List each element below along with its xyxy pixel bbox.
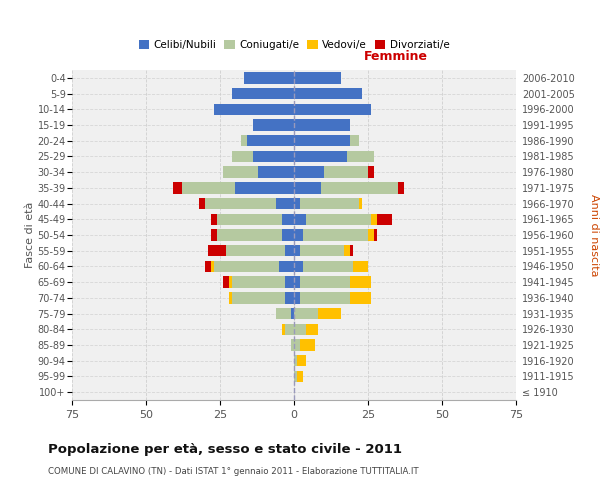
- Bar: [353, 261, 368, 272]
- Bar: [377, 214, 392, 225]
- Bar: [350, 245, 353, 256]
- Bar: [229, 292, 232, 304]
- Bar: [282, 324, 285, 335]
- Bar: [359, 198, 362, 209]
- Bar: [259, 166, 294, 178]
- Bar: [294, 371, 297, 382]
- Bar: [294, 166, 323, 178]
- Bar: [291, 308, 294, 319]
- Bar: [285, 324, 294, 335]
- Bar: [232, 292, 285, 304]
- Bar: [344, 245, 350, 256]
- Bar: [294, 308, 317, 319]
- Bar: [223, 166, 259, 178]
- Bar: [323, 166, 368, 178]
- Bar: [294, 292, 300, 304]
- Bar: [247, 135, 294, 146]
- Bar: [244, 72, 294, 84]
- Bar: [205, 198, 276, 209]
- Bar: [232, 151, 253, 162]
- Bar: [235, 182, 294, 194]
- Bar: [253, 151, 294, 162]
- Bar: [294, 104, 371, 115]
- Bar: [229, 276, 232, 288]
- Bar: [294, 245, 300, 256]
- Bar: [276, 308, 291, 319]
- Bar: [294, 198, 300, 209]
- Bar: [208, 245, 226, 256]
- Bar: [320, 182, 398, 194]
- Text: Popolazione per età, sesso e stato civile - 2011: Popolazione per età, sesso e stato civil…: [48, 442, 402, 456]
- Bar: [285, 245, 294, 256]
- Bar: [374, 230, 377, 240]
- Bar: [368, 166, 374, 178]
- Bar: [371, 214, 377, 225]
- Bar: [294, 230, 303, 240]
- Bar: [214, 261, 279, 272]
- Bar: [306, 324, 317, 335]
- Bar: [282, 230, 294, 240]
- Bar: [300, 276, 350, 288]
- Bar: [241, 135, 247, 146]
- Bar: [303, 230, 368, 240]
- Bar: [232, 276, 285, 288]
- Bar: [317, 308, 341, 319]
- Bar: [294, 324, 306, 335]
- Bar: [398, 182, 404, 194]
- Bar: [347, 151, 374, 162]
- Bar: [214, 104, 294, 115]
- Bar: [294, 72, 341, 84]
- Bar: [223, 276, 229, 288]
- Bar: [276, 198, 294, 209]
- Bar: [297, 371, 303, 382]
- Bar: [285, 292, 294, 304]
- Bar: [350, 292, 371, 304]
- Bar: [294, 120, 350, 130]
- Bar: [182, 182, 235, 194]
- Bar: [173, 182, 182, 194]
- Text: Femmine: Femmine: [364, 50, 428, 64]
- Bar: [294, 151, 347, 162]
- Bar: [350, 276, 371, 288]
- Bar: [291, 340, 294, 350]
- Y-axis label: Fasce di età: Fasce di età: [25, 202, 35, 268]
- Bar: [253, 120, 294, 130]
- Bar: [279, 261, 294, 272]
- Bar: [300, 245, 344, 256]
- Bar: [211, 230, 217, 240]
- Bar: [350, 135, 359, 146]
- Bar: [294, 182, 320, 194]
- Bar: [294, 135, 350, 146]
- Bar: [285, 276, 294, 288]
- Bar: [211, 214, 217, 225]
- Text: COMUNE DI CALAVINO (TN) - Dati ISTAT 1° gennaio 2011 - Elaborazione TUTTITALIA.I: COMUNE DI CALAVINO (TN) - Dati ISTAT 1° …: [48, 468, 419, 476]
- Bar: [303, 261, 353, 272]
- Bar: [217, 214, 282, 225]
- Bar: [300, 198, 359, 209]
- Bar: [300, 292, 350, 304]
- Bar: [211, 261, 214, 272]
- Bar: [297, 355, 306, 366]
- Y-axis label: Anni di nascita: Anni di nascita: [589, 194, 599, 276]
- Bar: [368, 230, 374, 240]
- Bar: [294, 276, 300, 288]
- Bar: [205, 261, 211, 272]
- Bar: [232, 88, 294, 99]
- Bar: [294, 340, 300, 350]
- Bar: [300, 340, 315, 350]
- Bar: [294, 261, 303, 272]
- Bar: [306, 214, 371, 225]
- Bar: [226, 245, 285, 256]
- Bar: [294, 355, 297, 366]
- Bar: [294, 88, 362, 99]
- Legend: Celibi/Nubili, Coniugati/e, Vedovi/e, Divorziati/e: Celibi/Nubili, Coniugati/e, Vedovi/e, Di…: [134, 36, 454, 54]
- Bar: [217, 230, 282, 240]
- Bar: [294, 214, 306, 225]
- Bar: [282, 214, 294, 225]
- Bar: [199, 198, 205, 209]
